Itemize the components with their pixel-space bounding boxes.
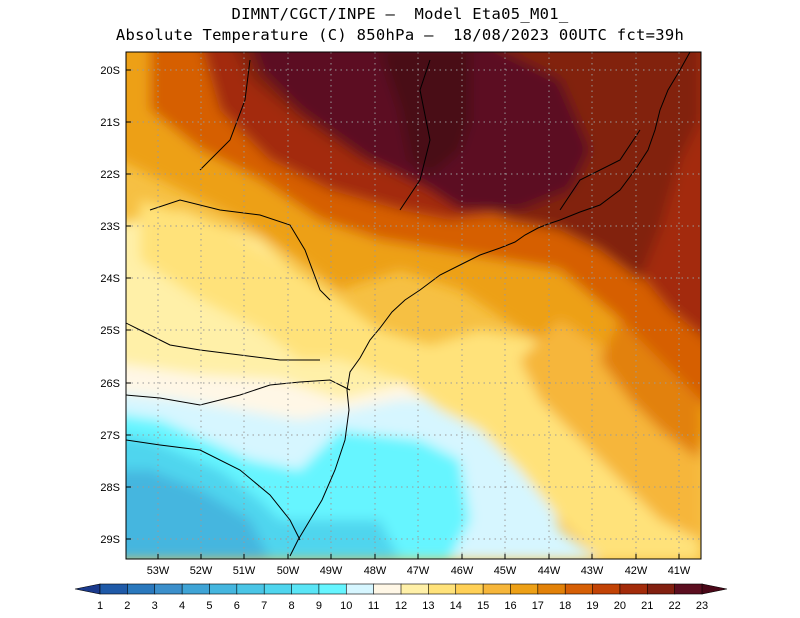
lon-label: 51W — [233, 565, 256, 577]
colorbar-label: 1 — [97, 600, 103, 612]
lat-label: 21S — [100, 117, 120, 129]
lon-label: 41W — [668, 565, 691, 577]
state-border-2 — [126, 379, 351, 406]
colorbar-label: 23 — [696, 600, 708, 612]
map-title-line1: DIMNT/CGCT/INPE — Model Eta05_M01_ — [231, 5, 569, 23]
colorbar-swatch — [209, 583, 238, 595]
lon-labels: 53W 52W 51W 50W 49W 48W 47W 46W 45W 44W … — [147, 565, 691, 577]
colorbar-swatch — [373, 583, 402, 595]
colorbar-label: 4 — [179, 600, 185, 612]
band-gold-east — [520, 320, 700, 540]
ticks — [126, 69, 680, 559]
colorbar-label: 18 — [559, 600, 571, 612]
lon-label: 46W — [451, 565, 474, 577]
colorbar-swatch — [455, 583, 484, 595]
colorbar-label: 22 — [669, 600, 681, 612]
colorbar-swatch — [564, 583, 594, 595]
colorbar: 1 2 3 4 5 6 7 8 9 10 11 12 13 14 15 16 17 18 19 20 21 22 23 — [74, 583, 728, 612]
colorbar-label: 15 — [477, 600, 489, 612]
colorbar-label: 12 — [395, 600, 407, 612]
grid — [126, 52, 701, 559]
colorbar-label: 13 — [422, 600, 434, 612]
colorbar-label: 19 — [586, 600, 598, 612]
colorbar-swatch — [291, 583, 320, 595]
colorbar-swatch — [510, 583, 539, 595]
lat-label: 28S — [100, 482, 120, 494]
lat-label: 27S — [100, 430, 120, 442]
coastline-borders — [126, 52, 691, 557]
lon-label: 47W — [407, 565, 430, 577]
band-orange-east — [600, 320, 700, 460]
map-frame — [125, 51, 702, 560]
colorbar-label: 21 — [641, 600, 653, 612]
lon-label: 50W — [277, 565, 300, 577]
colorbar-swatch — [99, 583, 128, 595]
lat-label: 22S — [100, 169, 120, 181]
colorbar-label: 14 — [450, 600, 462, 612]
colorbar-swatch — [127, 583, 156, 595]
colorbar-label: 9 — [316, 600, 322, 612]
colorbar-arrow-left — [74, 583, 101, 595]
colorbar-label: 8 — [288, 600, 294, 612]
temperature-field — [126, 52, 701, 559]
colorbar-swatch — [482, 583, 512, 595]
lat-label: 20S — [100, 65, 120, 77]
lon-label: 48W — [364, 565, 387, 577]
band-mid-blue — [126, 470, 270, 559]
colorbar-label: 10 — [340, 600, 352, 612]
lon-label: 52W — [190, 565, 213, 577]
colorbar-label: 6 — [234, 600, 240, 612]
lat-label: 23S — [100, 221, 120, 233]
colorbar-label: 7 — [261, 600, 267, 612]
colorbar-label: 2 — [124, 600, 130, 612]
colorbar-swatch — [537, 583, 566, 595]
lat-label: 25S — [100, 325, 120, 337]
colorbar-swatch — [181, 583, 211, 595]
state-border-7 — [126, 322, 320, 361]
band-darkest — [380, 52, 470, 175]
state-border-4 — [199, 59, 251, 171]
state-border-6 — [559, 129, 641, 211]
colorbar-label: 20 — [614, 600, 626, 612]
band-yellow-central — [140, 200, 700, 559]
colorbar-swatch — [263, 583, 293, 595]
lon-label: 45W — [494, 565, 517, 577]
lon-label: 44W — [538, 565, 561, 577]
colorbar-label: 11 — [368, 600, 379, 612]
colorbar-swatch — [318, 583, 347, 595]
state-border-5 — [399, 59, 431, 211]
colorbar-swatch — [154, 583, 183, 595]
lon-label: 42W — [625, 565, 648, 577]
colorbar-arrow-right — [701, 583, 728, 595]
colorbar-label: 3 — [152, 600, 158, 612]
coastline — [289, 52, 691, 557]
lat-label: 24S — [100, 273, 120, 285]
state-border-1 — [149, 199, 331, 301]
colorbar-swatch — [646, 583, 676, 595]
state-border-3 — [126, 439, 301, 541]
colorbar-swatch — [236, 583, 265, 595]
colorbar-swatch — [592, 583, 621, 595]
map-title-line2: Absolute Temperature (C) 850hPa — 18/08/… — [115, 26, 685, 44]
lon-label: 49W — [320, 565, 343, 577]
colorbar-label: 17 — [532, 600, 544, 612]
lon-label: 53W — [147, 565, 170, 577]
colorbar-swatch — [674, 583, 703, 595]
lat-labels: 20S 21S 22S 23S 24S 25S 26S 27S 28S 29S — [100, 65, 120, 546]
colorbar-swatch — [619, 583, 648, 595]
colorbar-label: 16 — [504, 600, 516, 612]
lon-label: 43W — [581, 565, 604, 577]
colorbar-swatch — [400, 583, 429, 595]
colorbar-swatch — [345, 583, 375, 595]
colorbar-swatch — [428, 583, 457, 595]
colorbar-label: 5 — [206, 600, 212, 612]
lat-label: 29S — [100, 534, 120, 546]
lat-label: 26S — [100, 378, 120, 390]
